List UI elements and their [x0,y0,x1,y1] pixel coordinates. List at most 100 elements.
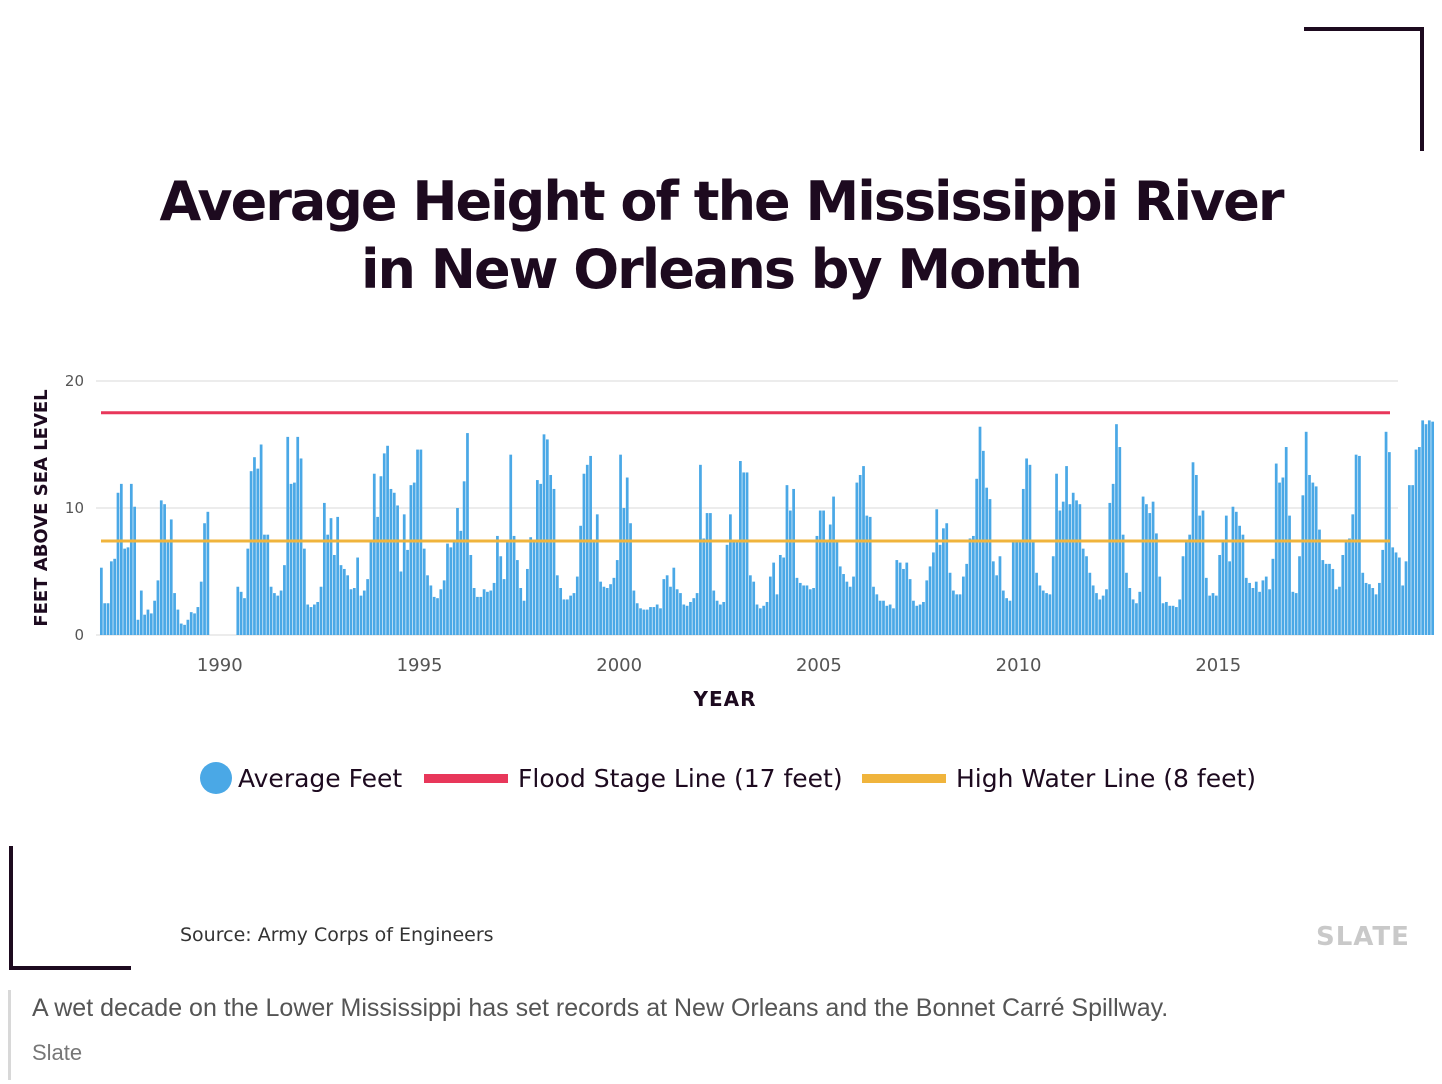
bar-month-393 [1407,485,1411,635]
bar-month-222 [838,566,842,635]
legend-label-average-feet: Average Feet [238,763,403,793]
bar-month-207 [788,510,792,635]
bar-month-83 [376,516,379,635]
bar-month-107 [456,508,459,635]
bar-month-116 [486,591,489,635]
bar-month-16 [153,600,156,635]
bar-month-304 [1111,483,1115,635]
bar-month-204 [778,554,782,635]
bar-month-70 [332,554,336,635]
bar-month-109 [462,481,466,635]
x-tick-2000: 2000 [596,655,642,676]
bar-month-55 [283,565,286,635]
bar-month-9 [129,483,133,635]
x-tick-1995: 1995 [397,655,443,676]
bar-month-169 [662,579,666,635]
bar-month-388 [1391,547,1395,635]
bar-month-308 [1125,572,1128,635]
bar-month-129 [529,537,533,635]
bar-month-328 [1191,462,1195,635]
bar-month-212 [805,585,809,635]
bar-month-320 [1165,601,1168,635]
bar-month-67 [322,502,326,635]
legend-label-flood-stage: Flood Stage Line (17 feet) [518,763,843,793]
bar-month-289 [1061,501,1065,635]
bar-month-64 [313,604,316,635]
bar-month-124 [512,535,516,635]
bar-month-183 [709,513,712,635]
bar-month-6 [119,483,123,635]
bar-month-127 [522,600,526,635]
bar-month-256 [952,590,955,635]
bar-month-8 [126,547,130,635]
bar-month-45 [249,471,253,635]
legend-label-high-water: High Water Line (8 feet) [956,763,1257,793]
bar-month-139 [562,599,566,635]
bar-month-377 [1354,454,1358,635]
bar-month-337 [1221,542,1225,635]
bar-month-392 [1404,561,1408,635]
bar-month-179 [695,593,699,635]
bar-month-191 [735,542,739,635]
bar-month-25 [183,624,186,635]
bar-month-255 [948,572,952,635]
bar-month-190 [732,541,736,635]
bar-month-275 [1015,542,1018,635]
bar-month-374 [1344,541,1348,635]
bar-month-282 [1038,585,1042,635]
bar-month-249 [928,566,932,635]
bar-month-348 [1258,591,1261,635]
bar-month-398 [1424,424,1428,635]
source-note: Source: Army Corps of Engineers [180,924,494,946]
bar-month-195 [749,575,752,635]
bar-month-53 [276,595,280,635]
bar-month-347 [1254,581,1258,635]
bar-month-112 [472,588,476,635]
bar-month-81 [369,541,373,635]
bar-month-18 [159,500,163,635]
bar-month-263 [975,478,979,635]
bar-month-178 [692,598,696,635]
bar-month-63 [309,607,313,635]
bar-month-369 [1328,563,1331,635]
bar-month-57 [289,483,293,635]
bar-month-365 [1314,486,1318,635]
bar-month-104 [446,543,449,635]
bar-month-185 [715,600,719,635]
bar-month-52 [273,593,276,635]
bar-month-115 [482,589,486,635]
bar-month-229 [862,466,865,635]
bar-month-159 [629,523,632,635]
bar-month-137 [555,575,559,635]
bar-month-123 [509,454,513,635]
bar-month-82 [372,473,376,635]
bar-month-41 [236,586,240,635]
bar-month-334 [1211,593,1215,635]
bar-month-271 [1001,590,1005,635]
legend-swatch-flood-stage [424,773,508,783]
bar-month-160 [632,590,636,635]
bar-month-335 [1214,595,1218,635]
bar-month-301 [1101,595,1105,635]
bar-month-47 [256,468,260,635]
bar-month-50 [266,534,270,635]
bar-month-54 [279,590,283,635]
bar-month-366 [1318,529,1321,635]
bar-month-21 [169,519,173,635]
bar-month-370 [1331,568,1335,635]
bar-month-380 [1364,582,1368,635]
bar-month-373 [1341,554,1345,635]
bar-month-78 [359,595,363,635]
bar-month-126 [519,588,523,635]
bar-month-149 [595,514,599,635]
bar-month-68 [326,534,330,635]
bar-month-325 [1181,556,1185,635]
bar-month-233 [875,594,879,635]
bar-month-372 [1338,586,1341,635]
y-tick-labels: 0 10 20 [65,372,84,644]
bar-month-288 [1058,510,1062,635]
bar-month-251 [935,509,939,635]
bar-month-313 [1141,496,1145,635]
bar-month-132 [539,483,543,635]
bar-month-219 [828,524,832,635]
